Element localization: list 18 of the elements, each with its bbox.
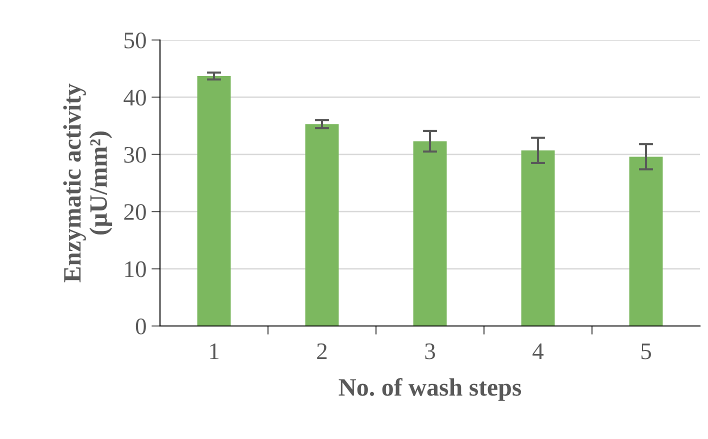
y-tick-label: 40 [124, 90, 146, 106]
bar [197, 76, 231, 326]
y-axis-title: Enzymatic activity (µU/mm²) [63, 84, 112, 282]
bar [305, 124, 339, 326]
bar [413, 141, 447, 326]
x-tick-label: 4 [532, 344, 544, 360]
y-tick-label: 50 [124, 32, 146, 48]
y-tick-label: 20 [124, 204, 146, 220]
x-axis-title: No. of wash steps [338, 378, 522, 401]
x-tick-label: 1 [210, 343, 218, 360]
y-tick-label: 10 [125, 261, 146, 278]
bar [629, 156, 663, 326]
x-tick-label: 2 [317, 343, 327, 360]
x-tick-label: 3 [425, 343, 435, 360]
x-tick-label: 5 [641, 344, 651, 360]
y-tick-label: 30 [124, 146, 146, 163]
bar [521, 150, 555, 326]
y-tick-label: 0 [136, 318, 146, 334]
